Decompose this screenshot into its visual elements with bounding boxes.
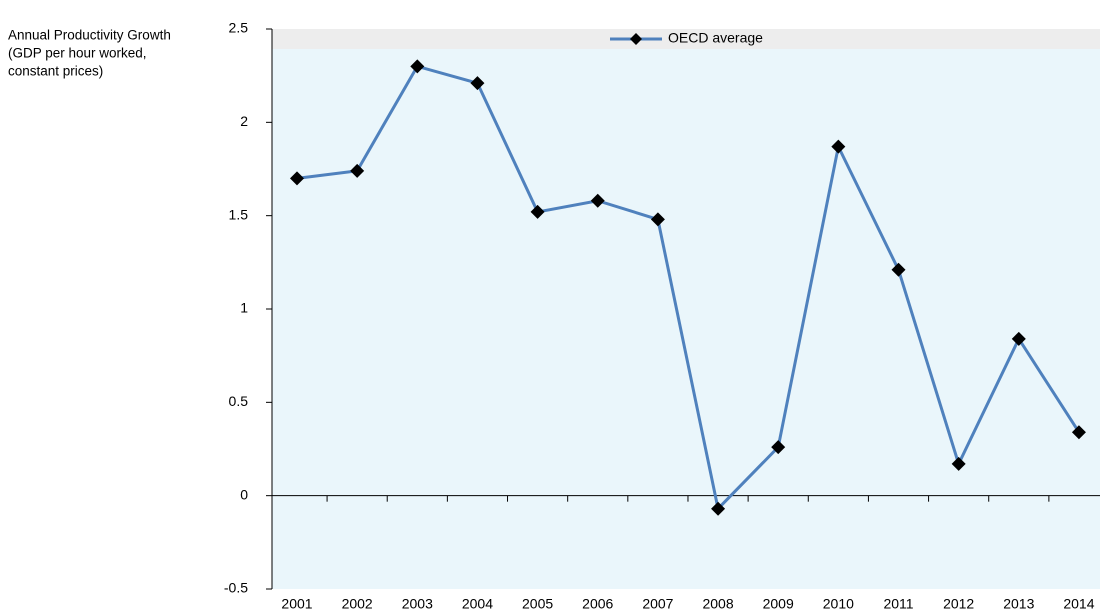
x-tick-label: 2010 [823, 596, 854, 612]
x-tick-label: 2001 [281, 596, 312, 612]
x-tick-label: 2002 [342, 596, 373, 612]
legend-label: OECD average [668, 30, 763, 46]
data-point [590, 193, 605, 208]
data-point [1071, 425, 1086, 440]
y-tick-label: 0.5 [229, 393, 249, 409]
plot-background [272, 29, 1100, 589]
x-tick-label: 2007 [642, 596, 673, 612]
y-tick-label: -0.5 [224, 580, 248, 596]
y-tick-label: 2 [240, 113, 248, 129]
x-tick-label: 2008 [702, 596, 733, 612]
y-tick-label: 1.5 [229, 206, 249, 222]
data-point [711, 501, 726, 516]
y-tick-label: 1 [240, 300, 248, 316]
y-axis-title: Annual Productivity Growth (GDP per hour… [8, 28, 171, 79]
y-axis-title-line: constant prices) [8, 64, 103, 79]
y-tick-label: 2.5 [229, 20, 249, 36]
data-point [951, 456, 966, 471]
data-point [470, 76, 485, 91]
series-line [296, 64, 1081, 512]
x-tick-label: 2009 [763, 596, 794, 612]
y-tick-label: 0 [240, 486, 248, 502]
x-tick-label: 2012 [943, 596, 974, 612]
y-axis-title-line: Annual Productivity Growth [8, 28, 171, 43]
data-point [891, 262, 906, 277]
data-point [290, 171, 304, 186]
data-point [831, 139, 846, 154]
y-axis-title-line: (GDP per hour worked, [8, 46, 147, 61]
x-tick-label: 2006 [582, 596, 613, 612]
x-tick-label: 2013 [1003, 596, 1034, 612]
x-tick-label: 2011 [883, 596, 913, 612]
data-point [650, 212, 665, 227]
data-point [530, 204, 545, 219]
legend-marker [630, 33, 642, 45]
data-point [410, 59, 425, 74]
data-point [350, 163, 365, 178]
data-point [771, 440, 786, 455]
legend-band [272, 29, 1100, 49]
x-tick-label: 2003 [402, 596, 433, 612]
data-point [1011, 331, 1026, 346]
x-tick-label: 2005 [522, 596, 553, 612]
x-tick-label: 2004 [462, 596, 493, 612]
x-tick-label: 2014 [1063, 596, 1094, 612]
